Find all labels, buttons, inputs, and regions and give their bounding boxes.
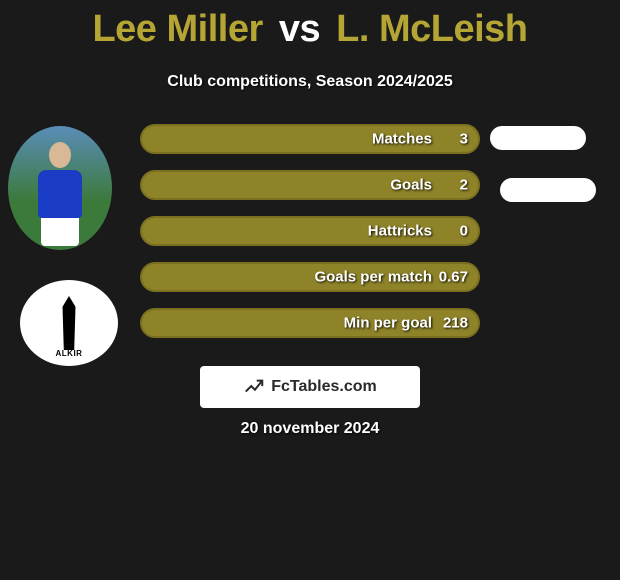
stat-row-hattricks: Hattricks 0 [140, 216, 480, 246]
stat-value: 3 [460, 131, 468, 148]
date-text: 20 november 2024 [0, 420, 620, 438]
player1-name: Lee Miller [92, 8, 262, 50]
pill-indicator [500, 178, 596, 202]
player-photo [8, 126, 112, 250]
player2-name: L. McLeish [336, 8, 527, 50]
stat-row-min-per-goal: Min per goal 218 [140, 308, 480, 338]
stat-value: 0.67 [439, 269, 468, 286]
branding-badge: FcTables.com [200, 366, 420, 408]
stat-label: Matches [372, 131, 432, 148]
steeple-icon [56, 296, 82, 350]
comparison-title: Lee Miller vs L. McLeish [0, 0, 620, 51]
stat-label: Goals [390, 177, 432, 194]
stat-label: Goals per match [314, 269, 432, 286]
stat-value: 2 [460, 177, 468, 194]
subtitle: Club competitions, Season 2024/2025 [0, 73, 620, 91]
stat-row-goals-per-match: Goals per match 0.67 [140, 262, 480, 292]
chart-icon [243, 376, 265, 398]
stat-label: Min per goal [344, 315, 432, 332]
stat-value: 218 [443, 315, 468, 332]
stat-value: 0 [460, 223, 468, 240]
pill-indicator [490, 126, 586, 150]
stat-label: Hattricks [368, 223, 432, 240]
vs-text: vs [279, 8, 320, 50]
branding-text: FcTables.com [271, 378, 377, 396]
stats-bars: Matches 3 Goals 2 Hattricks 0 Goals per … [140, 124, 480, 354]
stat-row-matches: Matches 3 [140, 124, 480, 154]
stat-row-goals: Goals 2 [140, 170, 480, 200]
club-logo: ALKIR [20, 280, 118, 366]
club-logo-text: ALKIR [56, 349, 83, 358]
